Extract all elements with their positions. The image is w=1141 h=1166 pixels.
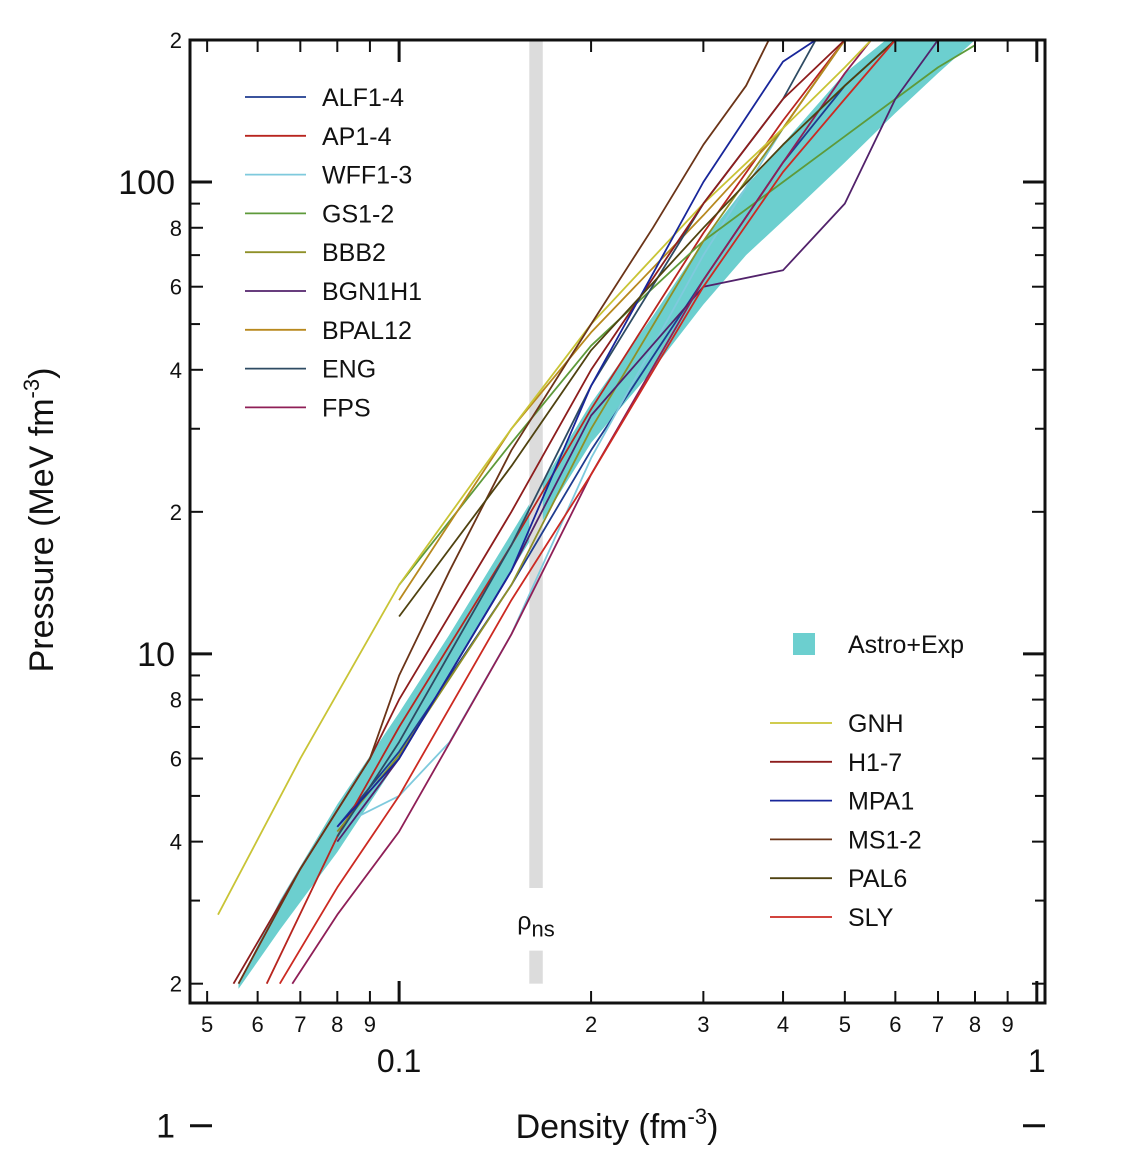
legend-label-bgn1h1: BGN1H1 xyxy=(322,278,422,306)
x-axis-title: Density (fm-3) xyxy=(516,1104,719,1146)
plot-frame xyxy=(188,38,1047,1005)
x-minor-tick-label: 5 xyxy=(839,1012,851,1037)
legend-label-ap1-4: AP1-4 xyxy=(322,123,392,151)
x-minor-tick-label: 2 xyxy=(585,1012,597,1037)
series-line-alf1-4 xyxy=(336,40,896,828)
saturation-band-lower xyxy=(529,950,543,984)
series-line-gs1-2 xyxy=(398,44,976,586)
legend-label-ms1-2: MS1-2 xyxy=(848,826,922,854)
legend-label-wff1-3: WFF1-3 xyxy=(322,162,412,190)
x-minor-tick-label: 8 xyxy=(331,1012,343,1037)
legend-label-fps: FPS xyxy=(322,394,371,422)
y-major-tick-label: 100 xyxy=(118,164,175,202)
x-minor-tick-label: 5 xyxy=(201,1012,213,1037)
saturation-band: ρns xyxy=(517,40,555,984)
legend-label-sly: SLY xyxy=(848,904,894,932)
series-line-sly xyxy=(279,40,896,985)
legend-label-h1-7: H1-7 xyxy=(848,749,902,777)
legend-label-bpal12: BPAL12 xyxy=(322,317,412,345)
x-major-tick-label: 0.1 xyxy=(377,1043,421,1079)
y-major-tick-label: 1 xyxy=(156,1108,175,1146)
y-minor-tick-label: 2 xyxy=(170,28,182,53)
legend-label-astro-exp: Astro+Exp xyxy=(848,631,964,659)
legend-swatch-astro-exp xyxy=(793,633,815,655)
y-minor-tick-label: 6 xyxy=(170,275,182,300)
x-minor-tick-label: 4 xyxy=(777,1012,789,1037)
y-minor-tick-label: 8 xyxy=(170,216,182,241)
series-line-mpa1 xyxy=(336,40,817,828)
y-minor-tick-label: 6 xyxy=(170,747,182,772)
legend-label-mpa1: MPA1 xyxy=(848,788,914,816)
x-minor-tick-label: 8 xyxy=(969,1012,981,1037)
series-line-ms1-2 xyxy=(237,40,770,985)
x-minor-tick-label: 7 xyxy=(932,1012,944,1037)
legend-label-eng: ENG xyxy=(322,356,376,384)
x-minor-tick-label: 6 xyxy=(889,1012,901,1037)
x-axis-title-text: Density (fm xyxy=(516,1108,688,1146)
legend-label-gs1-2: GS1-2 xyxy=(322,200,394,228)
legend-label-gnh: GNH xyxy=(848,710,904,738)
x-axis-title-tail: ) xyxy=(707,1108,718,1146)
x-axis-title-exponent: -3 xyxy=(688,1104,708,1129)
x-minor-tick-label: 6 xyxy=(252,1012,264,1037)
series-line-wff1-3 xyxy=(336,40,846,828)
series-line-pal6 xyxy=(398,40,896,618)
y-axis-title: Pressure (MeV fm-3) xyxy=(19,368,61,673)
legend-label-alf1-4: ALF1-4 xyxy=(322,84,404,112)
y-minor-tick-label: 2 xyxy=(170,972,182,997)
x-minor-tick-label: 9 xyxy=(364,1012,376,1037)
x-minor-tick-label: 3 xyxy=(697,1012,709,1037)
y-major-tick-label: 10 xyxy=(137,636,175,674)
y-minor-tick-label: 8 xyxy=(170,688,182,713)
y-axis-title-text: Pressure (MeV fm xyxy=(23,398,61,672)
series-line-bpal12 xyxy=(398,40,846,601)
legend: ALF1-4 AP1-4 WFF1-3 GS1-2 BBB2 BGN1H1 BPAL12 EN… xyxy=(245,84,964,932)
x-minor-tick-label: 7 xyxy=(294,1012,306,1037)
y-minor-tick-label: 4 xyxy=(170,358,182,383)
x-minor-tick-label: 9 xyxy=(1002,1012,1014,1037)
legend-label-pal6: PAL6 xyxy=(848,865,907,893)
saturation-band-upper xyxy=(529,40,543,889)
series-lines xyxy=(217,40,976,985)
y-minor-tick-label: 2 xyxy=(170,500,182,525)
x-major-tick-label: 1 xyxy=(1028,1043,1046,1079)
y-axis-title-exponent: -3 xyxy=(19,379,44,399)
y-minor-tick-label: 4 xyxy=(170,830,182,855)
legend-label-bbb2: BBB2 xyxy=(322,239,386,267)
y-axis-title-tail: ) xyxy=(23,368,61,379)
saturation-band-label: ρns xyxy=(517,908,554,942)
